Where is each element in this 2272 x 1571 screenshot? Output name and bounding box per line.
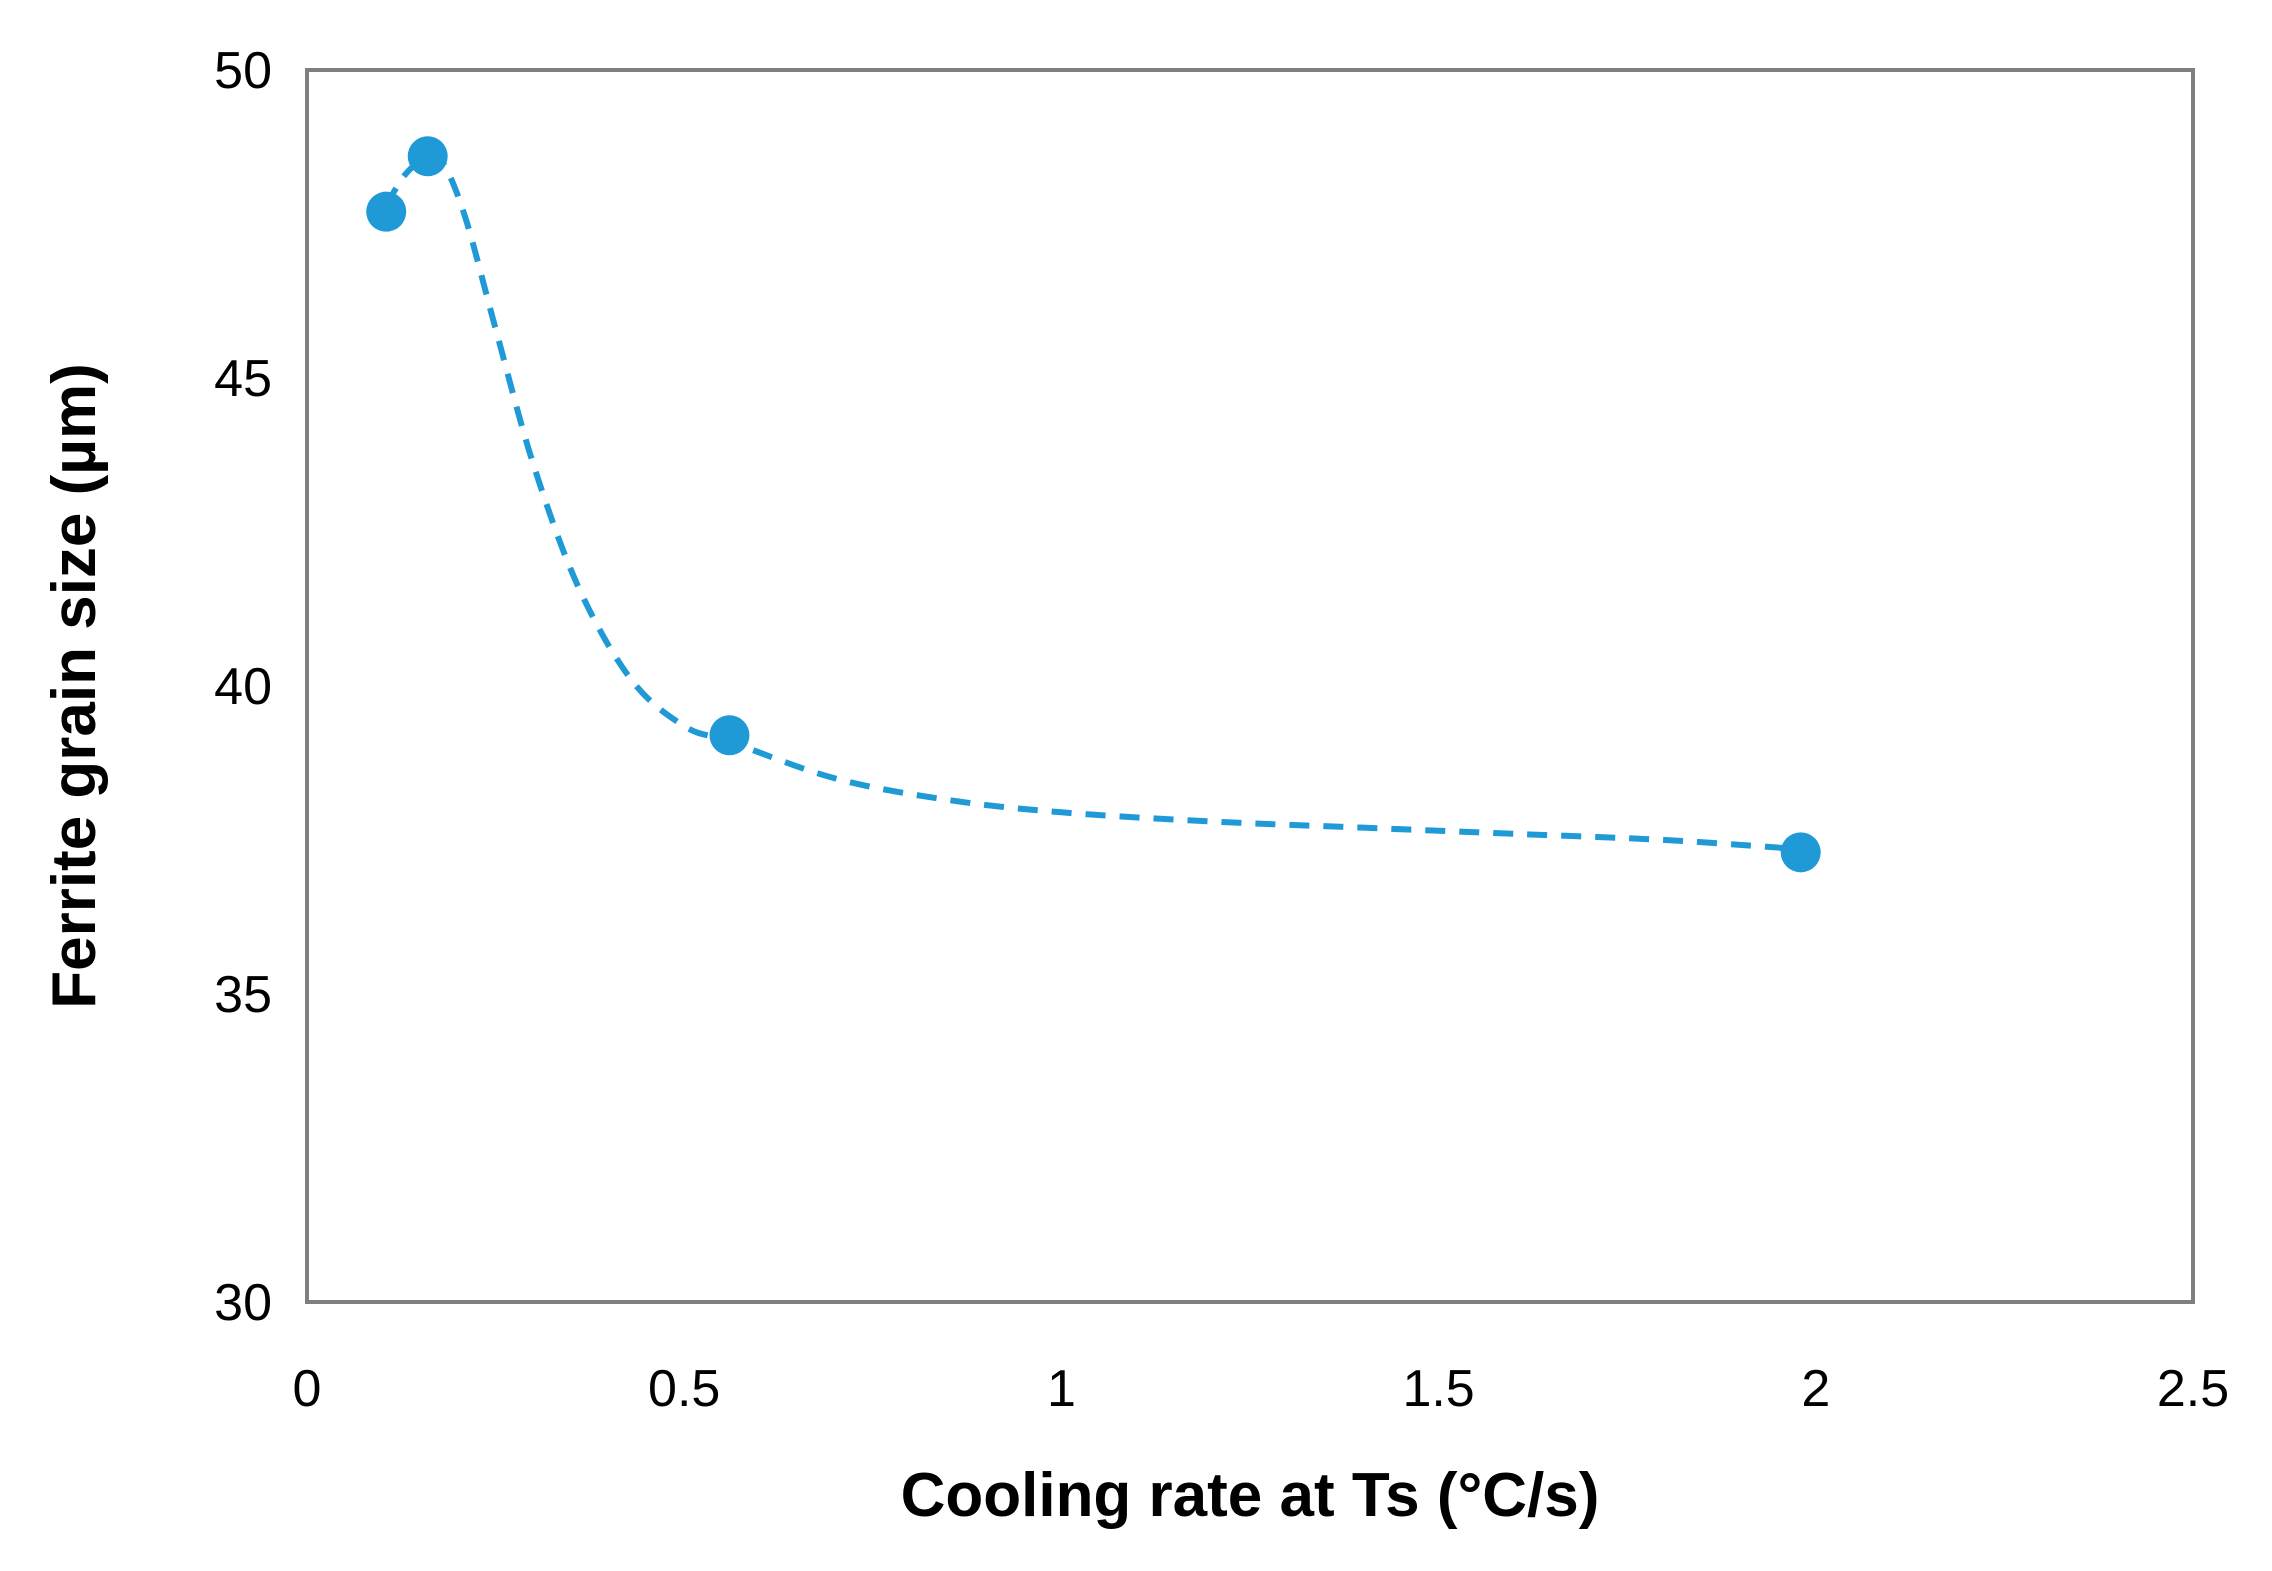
y-tick-label: 50 [214, 42, 272, 100]
data-point [366, 191, 407, 232]
y-tick-label: 45 [214, 350, 272, 408]
x-tick-label: 2 [1801, 1360, 1830, 1418]
data-point [1780, 832, 1821, 873]
y-axis-title: Ferrite grain size (µm) [40, 363, 109, 1009]
data-points [366, 136, 1821, 873]
data-point [709, 715, 750, 756]
x-tick-label: 1.5 [1402, 1360, 1474, 1418]
y-axis-ticks: 30 35 40 45 50 [214, 42, 272, 1332]
y-tick-label: 35 [214, 966, 272, 1024]
x-tick-label: 0 [293, 1360, 322, 1418]
x-tick-label: 2.5 [2157, 1360, 2229, 1418]
x-axis-title: Cooling rate at Ts (°C/s) [901, 1461, 1600, 1530]
x-axis-ticks: 0 0.5 1 1.5 2 2.5 [293, 1360, 2230, 1418]
y-tick-label: 40 [214, 658, 272, 716]
x-tick-label: 1 [1047, 1360, 1076, 1418]
x-tick-label: 0.5 [648, 1360, 720, 1418]
data-point [407, 136, 448, 177]
y-tick-label: 30 [214, 1274, 272, 1332]
plot-area [305, 68, 2195, 1304]
